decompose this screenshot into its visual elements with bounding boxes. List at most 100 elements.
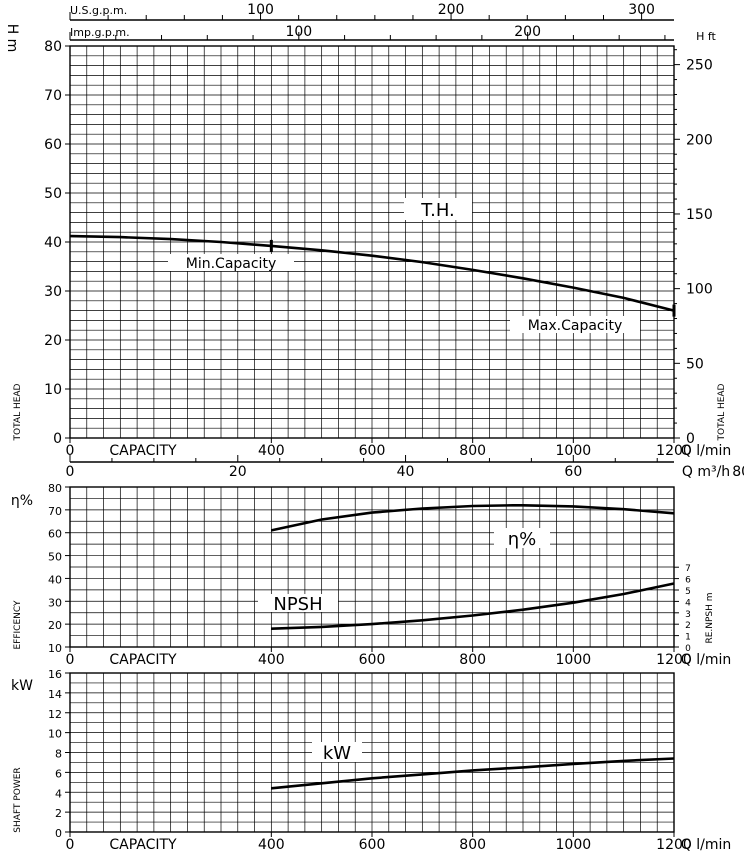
kw-y-tick-label: 6: [55, 767, 62, 780]
eff-x-tick-label: 1000: [556, 652, 592, 668]
npsh-y2-tick-label: 5: [685, 587, 691, 597]
head-x-xlabel: CAPACITY: [109, 443, 177, 459]
head-y-tick-label: 60: [44, 137, 62, 153]
eff-y-tick-label: 40: [48, 573, 62, 586]
npsh-y2-tick-label: 6: [685, 576, 691, 586]
head-x-tick-label: 800: [459, 443, 486, 459]
head-y-tick-label: 40: [44, 235, 62, 251]
head-y2-tick-label: 0: [686, 431, 695, 447]
eff-x-tick-label: 0: [66, 652, 75, 668]
head-y2-tick-label: 150: [686, 207, 713, 223]
max-capacity-label: Max.Capacity: [528, 318, 623, 334]
eff-x-tick-label: 600: [359, 652, 386, 668]
kw-y-tick-label: 10: [48, 728, 62, 741]
npsh-y2-tick-label: 2: [685, 621, 691, 631]
npsh-y2-tick-label: 4: [685, 598, 691, 608]
kw-y-tick-label: 16: [48, 668, 62, 681]
npsh-y2label: RE.NPSH m: [705, 592, 715, 643]
kw-x-tick-label: 1200: [656, 837, 692, 853]
efficiency-curve: [271, 504, 675, 532]
impgpm-tick-label: 200: [514, 24, 541, 40]
npsh-y2-tick-label: 7: [685, 564, 691, 574]
kw-x-tick-label: 0: [66, 837, 75, 853]
head-y2unit: H ft: [696, 30, 716, 43]
eff-y-tick-label: 10: [48, 642, 62, 655]
head-x-tick-label: 1200: [656, 443, 692, 459]
head-ylabel: TOTAL HEAD: [13, 383, 23, 441]
max-capacity-bg: [510, 316, 640, 333]
head-y2-tick-label: 250: [686, 58, 713, 74]
head-y-tick-label: 30: [44, 284, 62, 300]
usgpm-tick-label: 200: [438, 2, 465, 18]
kw-series-label: kW: [323, 743, 351, 764]
head-y-tick-label: 10: [44, 382, 62, 398]
head-x-tick-label: 1000: [556, 443, 592, 459]
eff-yunit: η%: [11, 493, 33, 509]
head-x-tick-label: 400: [258, 443, 285, 459]
min-capacity-bg: [168, 254, 294, 271]
head-x-xunit: Q l/min: [681, 443, 731, 459]
npsh-y2-tick-label: 0: [685, 644, 691, 654]
min-capacity-label: Min.Capacity: [186, 256, 276, 272]
usgpm-tick-label: 300: [628, 2, 655, 18]
npsh-series-label: NPSH: [273, 594, 322, 615]
m3h-tick-label: 80: [732, 464, 744, 480]
kw-x-tick-label: 1000: [556, 837, 592, 853]
kw-y-tick-label: 14: [48, 688, 62, 701]
eff-series-label-bg: [494, 528, 550, 548]
eff-y-tick-label: 70: [48, 505, 62, 518]
head-yunit: H m: [4, 24, 20, 53]
head-y2label: TOTAL HEAD: [717, 383, 727, 441]
usgpm-axis-label: U.S.g.p.m.: [70, 4, 127, 17]
head-y-tick-label: 0: [53, 431, 62, 447]
eff-x-xlabel: CAPACITY: [109, 652, 177, 668]
head-y2-tick-label: 100: [686, 282, 713, 298]
usgpm-tick-label: 100: [247, 2, 274, 18]
head-y2-tick-label: 50: [686, 356, 704, 372]
npsh-curve: [271, 582, 675, 630]
kw-yunit: kW: [11, 678, 33, 694]
eff-x-xunit: Q l/min: [681, 652, 731, 668]
eff-y-tick-label: 20: [48, 619, 62, 632]
eff-series-label: η%: [508, 529, 537, 550]
head-y-tick-label: 70: [44, 88, 62, 104]
head-grid: [69, 45, 675, 439]
kw-x-xlabel: CAPACITY: [109, 837, 177, 853]
head-y2-tick-label: 200: [686, 132, 713, 148]
eff-x-tick-label: 800: [459, 652, 486, 668]
head-y-tick-label: 50: [44, 186, 62, 202]
shaft-power-curve: [271, 757, 675, 790]
kw-ylabel: SHAFT POWER: [13, 767, 23, 832]
m3h-tick-label: 60: [564, 464, 582, 480]
kw-y-tick-label: 2: [55, 807, 62, 820]
eff-y-tick-label: 80: [48, 482, 62, 495]
kw-y-tick-label: 4: [55, 787, 62, 800]
th-curve: [69, 234, 675, 312]
eff-y-tick-label: 50: [48, 551, 62, 564]
kw-x-xunit: Q l/min: [681, 837, 731, 853]
kw-x-tick-label: 600: [359, 837, 386, 853]
impgpm-axis-label: Imp.g.p.m.: [70, 26, 130, 39]
eff-x-tick-label: 1200: [656, 652, 692, 668]
m3h-tick-label: 0: [66, 464, 75, 480]
npsh-y2-tick-label: 3: [685, 610, 691, 620]
top-right-mask: [674, 5, 744, 33]
head-y-tick-label: 80: [44, 39, 62, 55]
npsh-y2-tick-label: 1: [685, 633, 691, 643]
kw-y-tick-label: 8: [55, 748, 62, 761]
impgpm-tick-label: 100: [285, 24, 312, 40]
npsh-series-label-bg: [258, 594, 338, 612]
th-series-label: T.H.: [420, 200, 455, 221]
th-series-label-bg: [404, 198, 472, 220]
kw-x-tick-label: 400: [258, 837, 285, 853]
m3h-tick-label: 20: [229, 464, 247, 480]
head-x-tick-label: 0: [66, 443, 75, 459]
head-y-tick-label: 20: [44, 333, 62, 349]
kw-grid: [69, 672, 675, 833]
kw-y-tick-label: 12: [48, 708, 62, 721]
eff-x-tick-label: 400: [258, 652, 285, 668]
kw-y-tick-label: 0: [55, 827, 62, 840]
eff-y-tick-label: 60: [48, 528, 62, 541]
kw-x-tick-label: 800: [459, 837, 486, 853]
